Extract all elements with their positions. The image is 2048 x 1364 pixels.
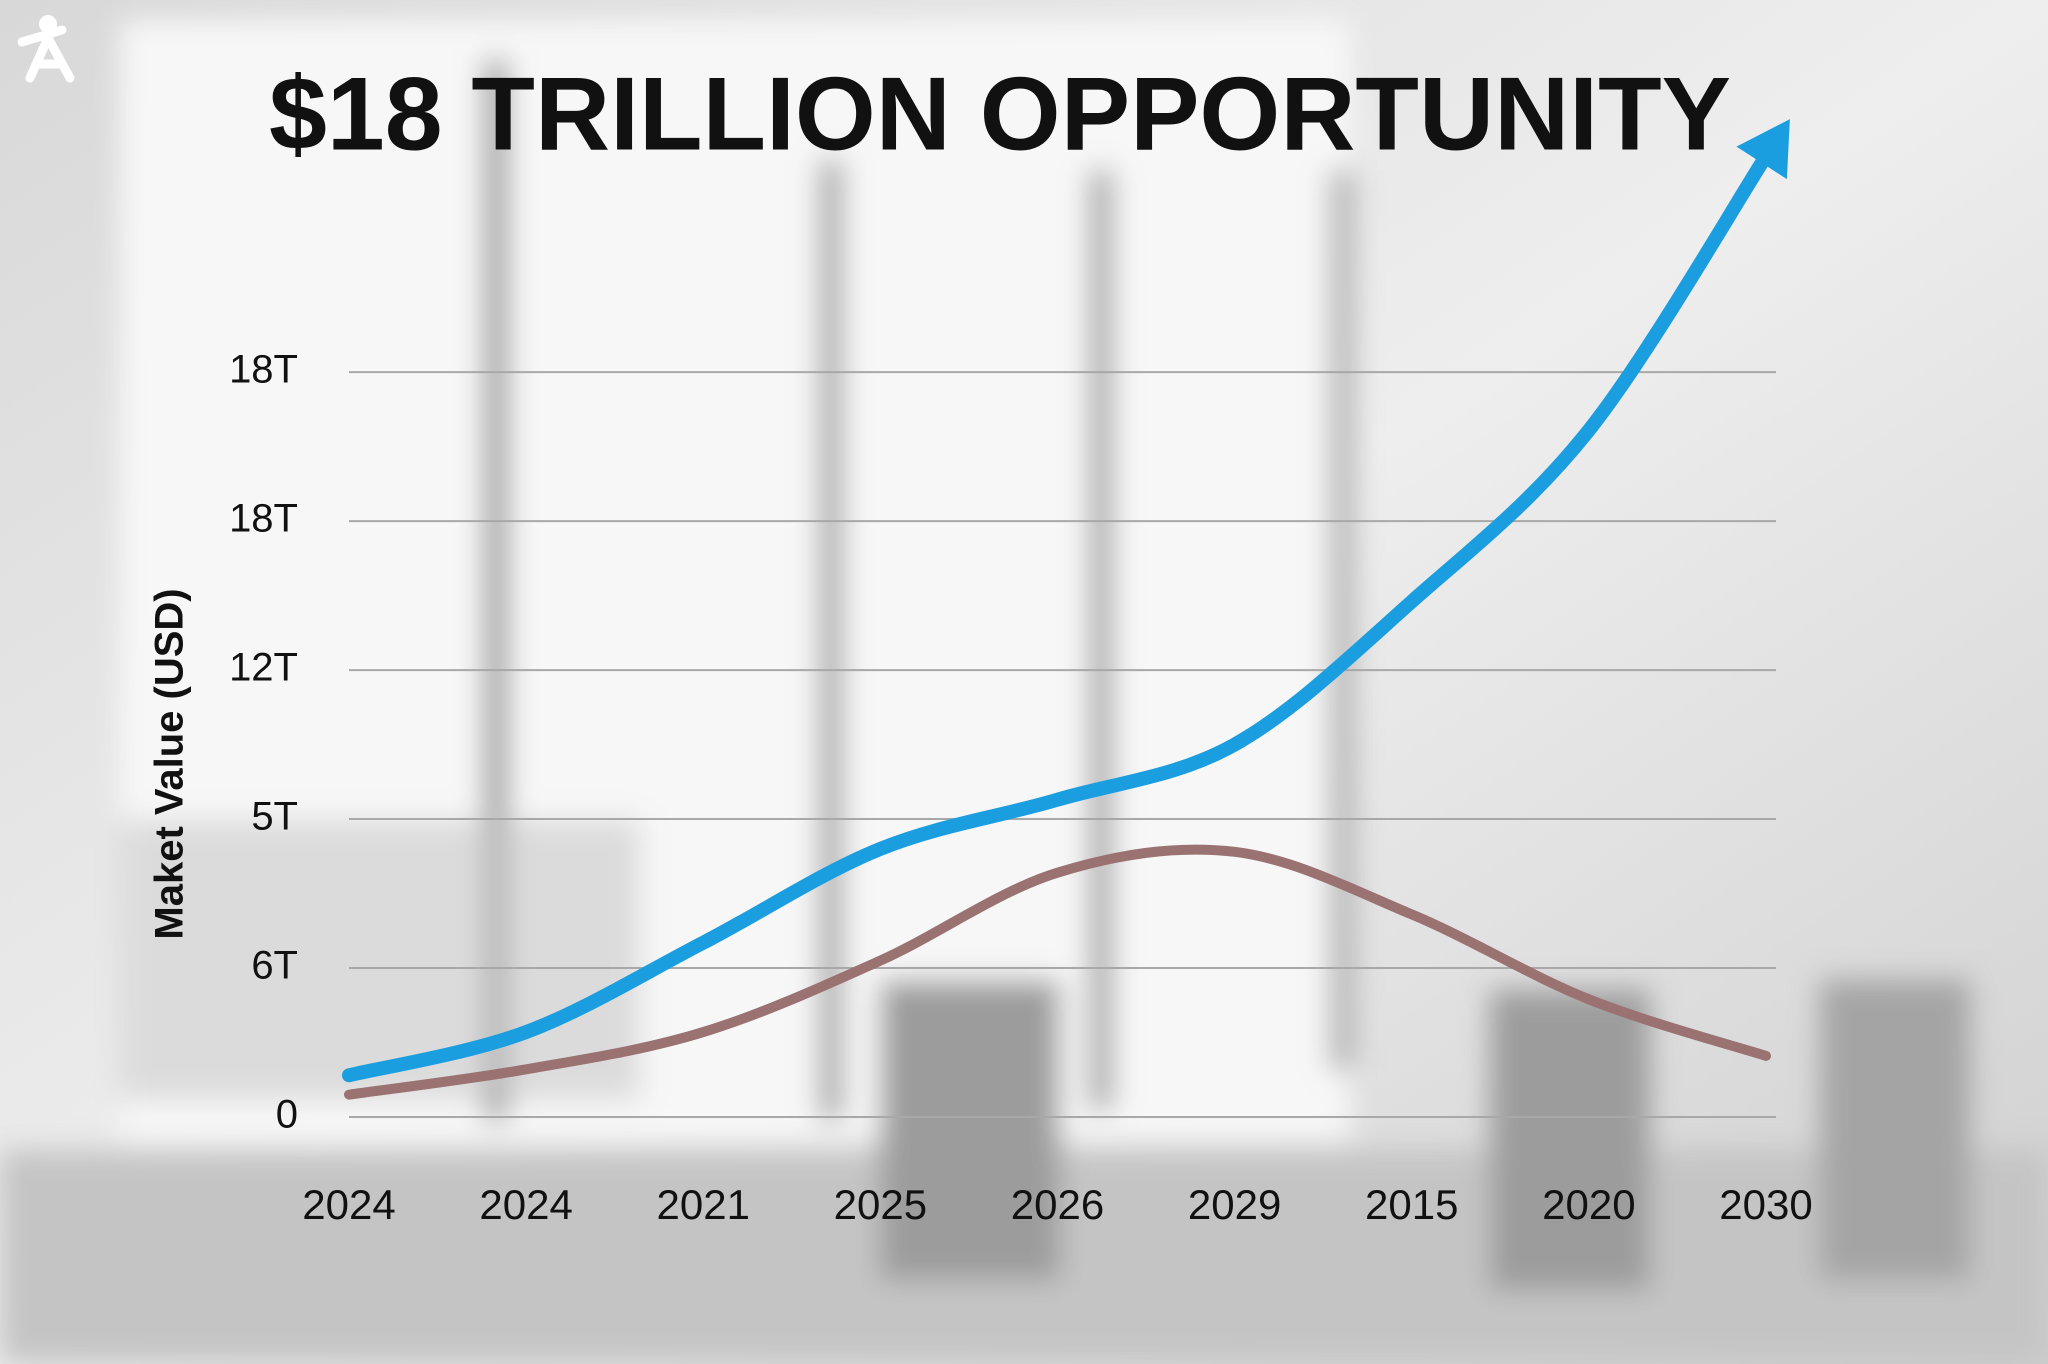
y-tick-label: 6T: [251, 944, 298, 988]
y-tick-label: 18T: [229, 348, 298, 392]
y-tick-label: 5T: [251, 795, 298, 839]
line-series: [342, 149, 1773, 1083]
y-tick-label: 0: [276, 1093, 298, 1137]
blurred-office: [0, 20, 2048, 1364]
arrowhead: [1736, 119, 1790, 180]
x-tick-label: 2030: [1719, 1181, 1812, 1228]
x-tick-label: 2026: [1011, 1181, 1104, 1228]
x-tick-label: 2024: [479, 1181, 572, 1228]
line-series: [344, 844, 1771, 1100]
x-tick-label: 2015: [1365, 1181, 1458, 1228]
chart-title: $18 TRILLION OPPORTUNITY: [269, 56, 1731, 172]
x-tick-label: 2029: [1188, 1181, 1281, 1228]
y-tick-label: 18T: [229, 497, 298, 541]
y-axis-label: Maket Value (USD): [148, 588, 192, 939]
logo: [17, 15, 75, 83]
x-tick-label: 2020: [1542, 1181, 1635, 1228]
x-tick-label: 2024: [302, 1181, 395, 1228]
x-tick-label: 2021: [657, 1181, 750, 1228]
y-tick-label: 12T: [229, 646, 298, 690]
arrow-shaft: [1755, 152, 1772, 167]
x-tick-label: 2025: [834, 1181, 927, 1228]
